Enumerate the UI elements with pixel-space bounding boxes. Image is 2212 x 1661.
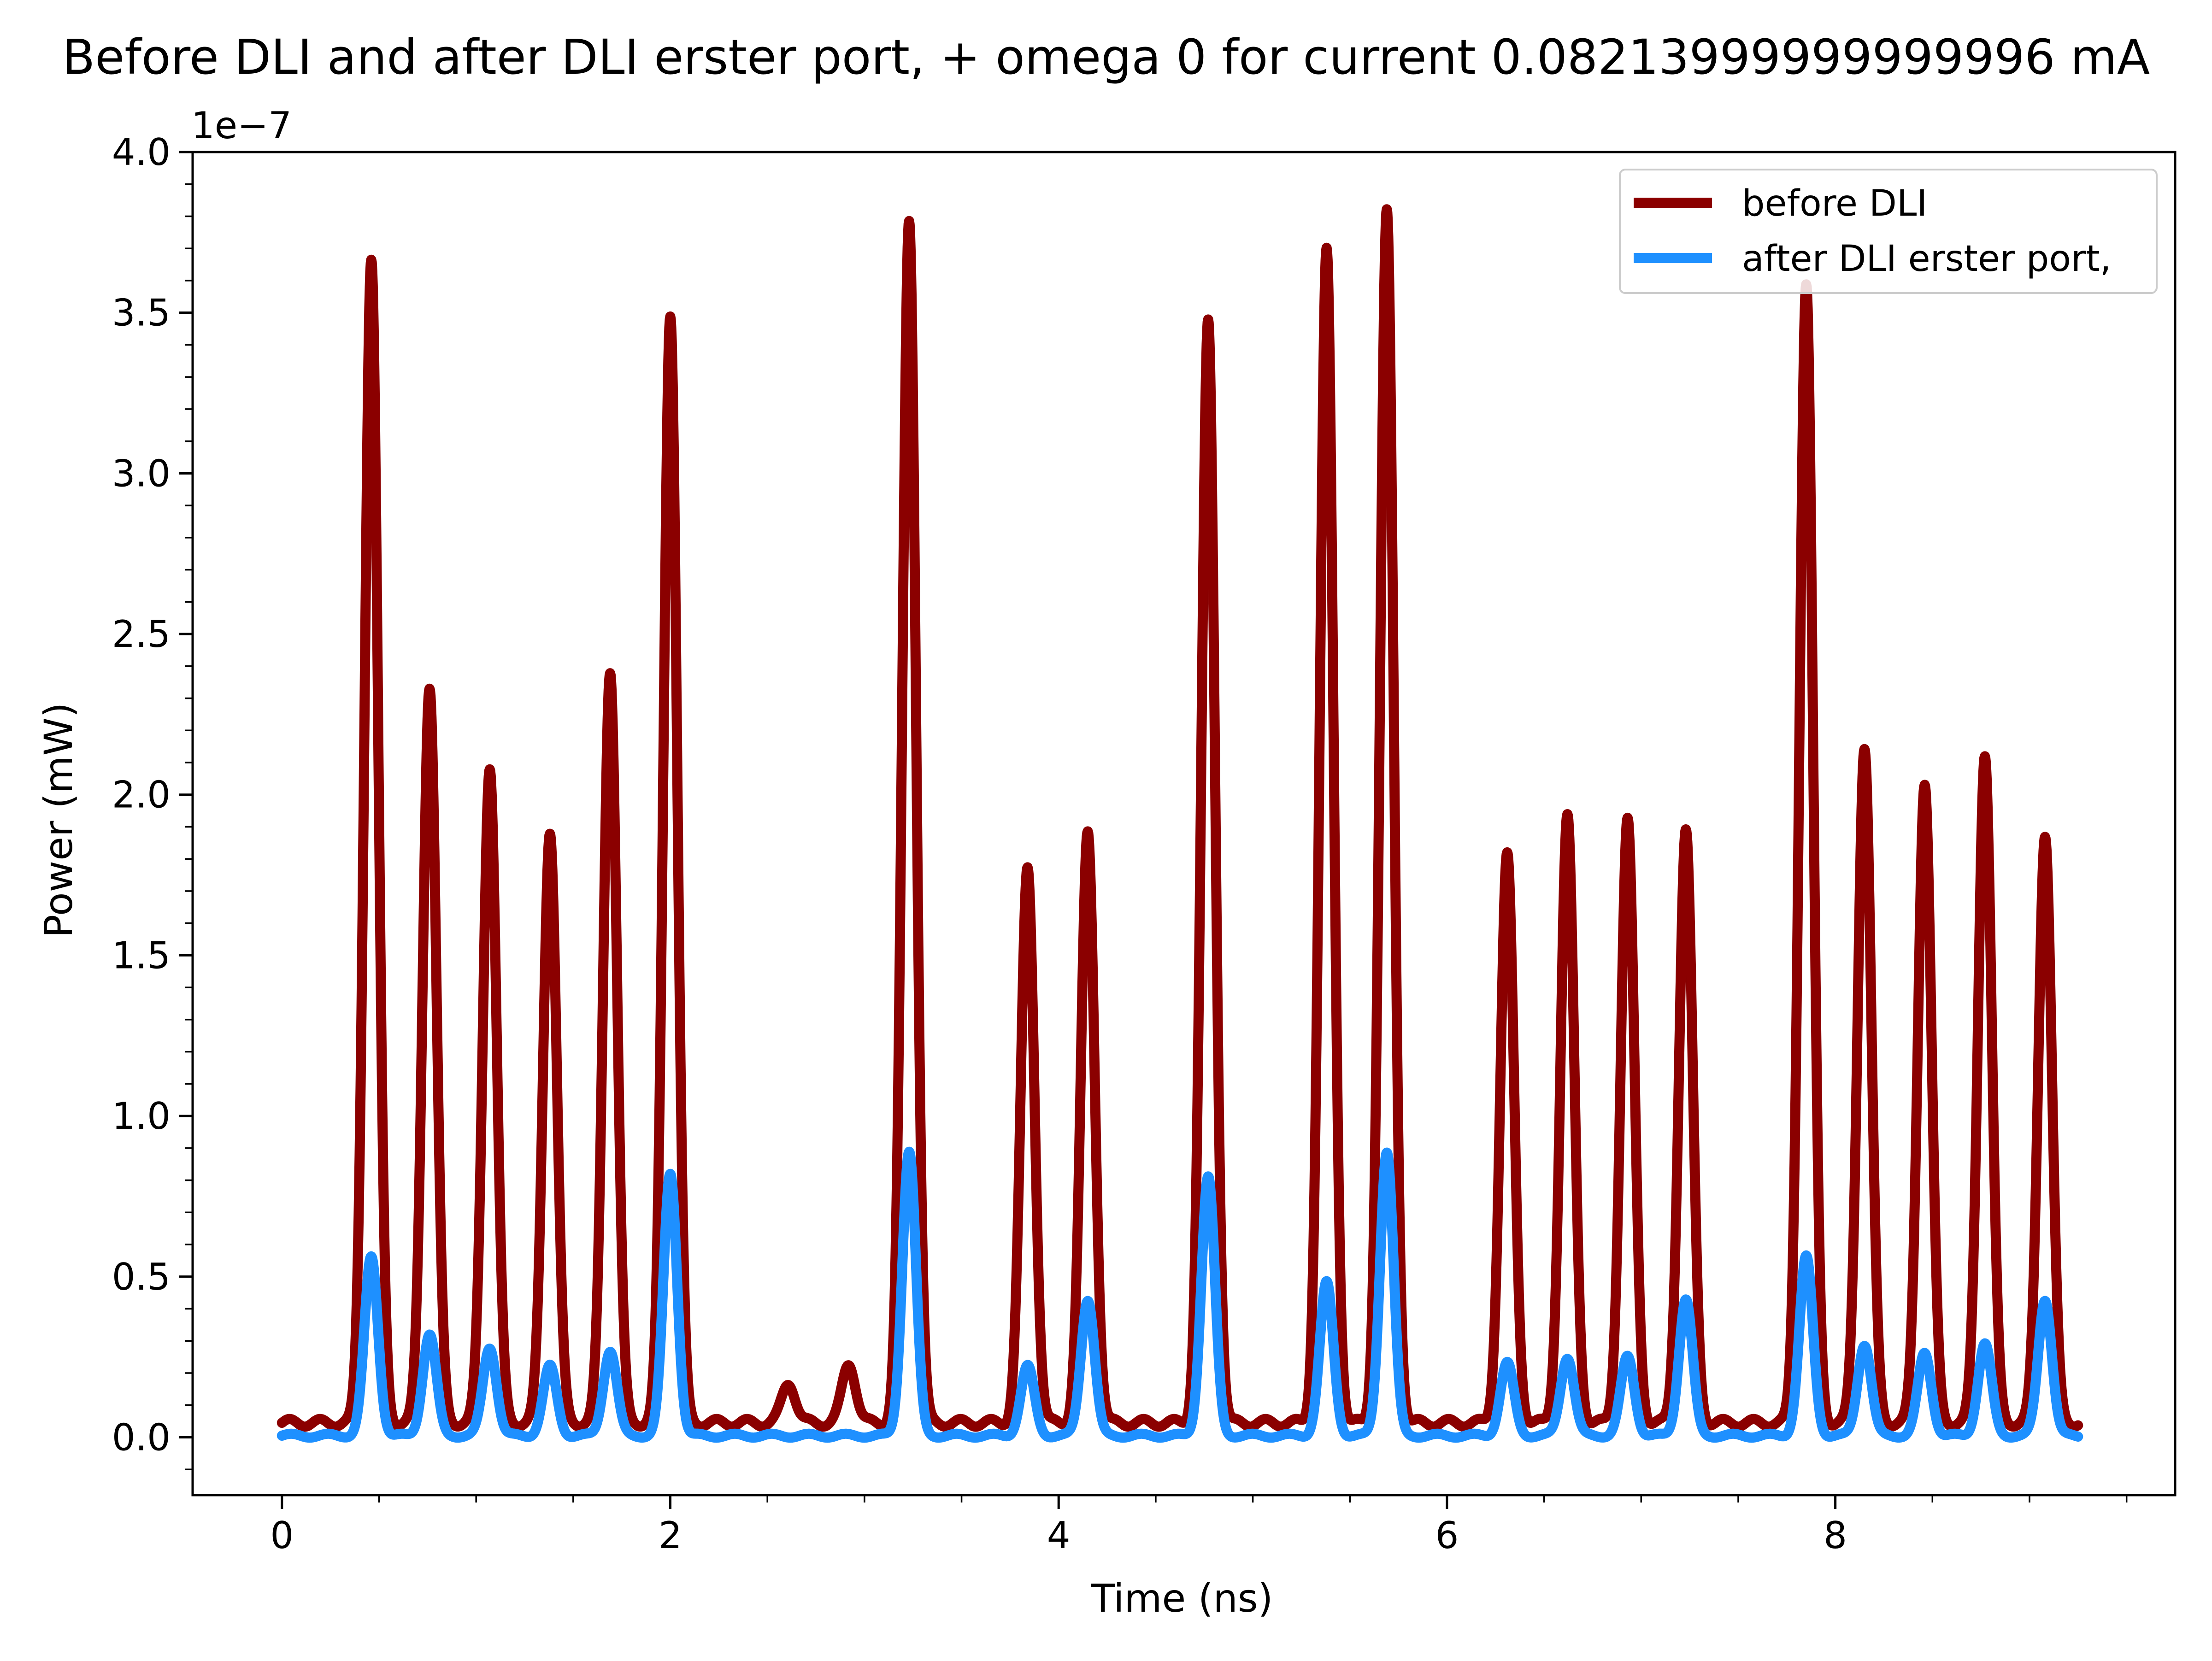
legend-box (1619, 169, 2158, 294)
y-tick-label: 2.0 (112, 774, 171, 816)
y-tick-label: 0.5 (112, 1256, 171, 1298)
series-line-before-dli (276, 204, 2083, 1432)
x-axis-label: Time (ns) (1091, 1576, 1273, 1621)
y-tick-label: 3.0 (112, 452, 171, 495)
y-offset-label: 1e−7 (191, 104, 292, 147)
plot-frame (191, 151, 2177, 1497)
x-tick-label: 6 (1435, 1514, 1459, 1557)
x-tick-label: 4 (1047, 1514, 1071, 1557)
y-tick-label: 4.0 (112, 131, 171, 174)
x-tick-label: 8 (1824, 1514, 1847, 1557)
series-line-after-dli (276, 1146, 2083, 1443)
x-tick-label: 0 (270, 1514, 294, 1557)
y-tick-label: 1.0 (112, 1095, 171, 1138)
legend: before DLI after DLI erster port, (1619, 169, 2158, 294)
x-tick-label: 2 (659, 1514, 682, 1557)
chart-title: Before DLI and after DLI erster port, + … (62, 29, 2150, 85)
y-axis-label: Power (mW) (36, 702, 81, 938)
y-tick-label: 2.5 (112, 613, 171, 656)
y-tick-label: 1.5 (112, 934, 171, 977)
y-tick-label: 0.0 (112, 1416, 171, 1459)
ticks-layer: 0 2 4 6 8 0.0 0.5 1.0 1.5 2.0 2.5 3.0 3.5 4.0 (112, 131, 2128, 1557)
series-layer (276, 204, 2083, 1443)
legend-label: before DLI (1742, 183, 1927, 224)
legend-label: after DLI erster port, (1742, 238, 2111, 280)
y-tick-label: 3.5 (112, 292, 171, 335)
